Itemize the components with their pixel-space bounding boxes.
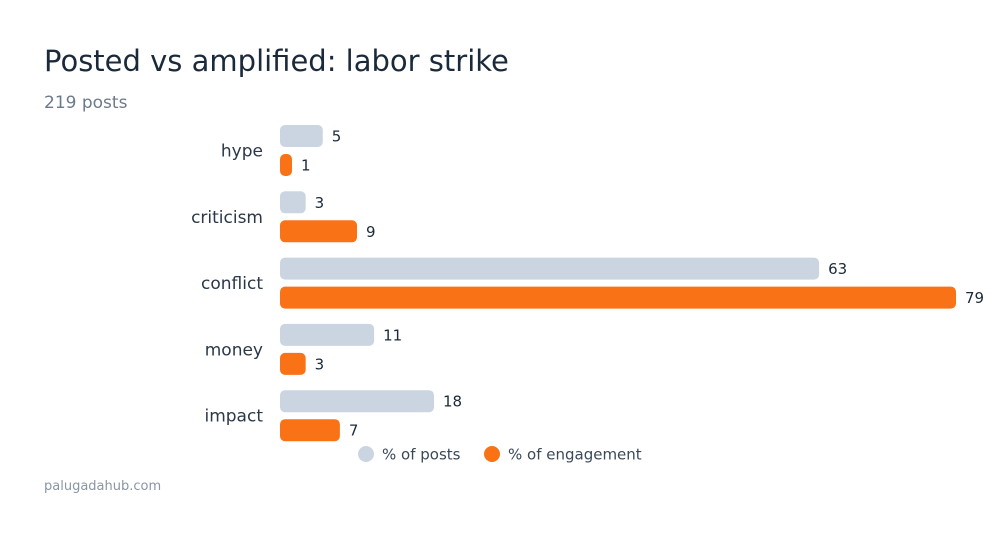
chart-subtitle: 219 posts (44, 93, 128, 113)
bar-engagement-conflict (280, 286, 956, 309)
value-label-posts-money: 11 (383, 326, 402, 344)
value-label-posts-criticism: 3 (315, 194, 325, 212)
legend-label-posts: % of posts (382, 446, 461, 464)
value-label-engagement-money: 3 (315, 355, 325, 373)
category-label-hype: hype (221, 142, 263, 162)
bar-engagement-money (280, 352, 306, 375)
category-label-criticism: criticism (191, 208, 263, 228)
value-label-engagement-conflict: 79 (965, 289, 984, 307)
bar-posts-money (280, 323, 375, 346)
bar-posts-impact (280, 390, 435, 413)
bar-posts-hype (280, 125, 323, 147)
bar-posts-conflict (280, 257, 820, 280)
category-label-conflict: conflict (201, 274, 263, 294)
bar-engagement-criticism (280, 220, 358, 243)
value-label-engagement-hype: 1 (301, 157, 311, 175)
value-label-engagement-impact: 7 (349, 422, 359, 440)
bar-engagement-hype (280, 154, 292, 176)
value-label-engagement-criticism: 9 (366, 223, 376, 241)
value-label-posts-conflict: 63 (828, 260, 847, 278)
legend-swatch-posts (358, 446, 374, 462)
source-credit: palugadahub.com (44, 479, 162, 494)
bar-engagement-impact (280, 419, 340, 442)
value-label-posts-hype: 5 (332, 128, 342, 146)
value-label-posts-impact: 18 (443, 393, 462, 411)
category-label-money: money (205, 340, 263, 360)
legend-swatch-engagement (484, 446, 500, 462)
category-label-impact: impact (204, 407, 263, 427)
chart-title: Posted vs amplified: labor strike (44, 44, 509, 78)
legend-label-engagement: % of engagement (508, 446, 642, 464)
bar-posts-criticism (280, 191, 306, 214)
